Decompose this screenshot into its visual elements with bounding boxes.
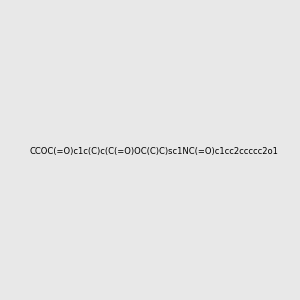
Text: CCOC(=O)c1c(C)c(C(=O)OC(C)C)sc1NC(=O)c1cc2ccccc2o1: CCOC(=O)c1c(C)c(C(=O)OC(C)C)sc1NC(=O)c1c…: [29, 147, 278, 156]
